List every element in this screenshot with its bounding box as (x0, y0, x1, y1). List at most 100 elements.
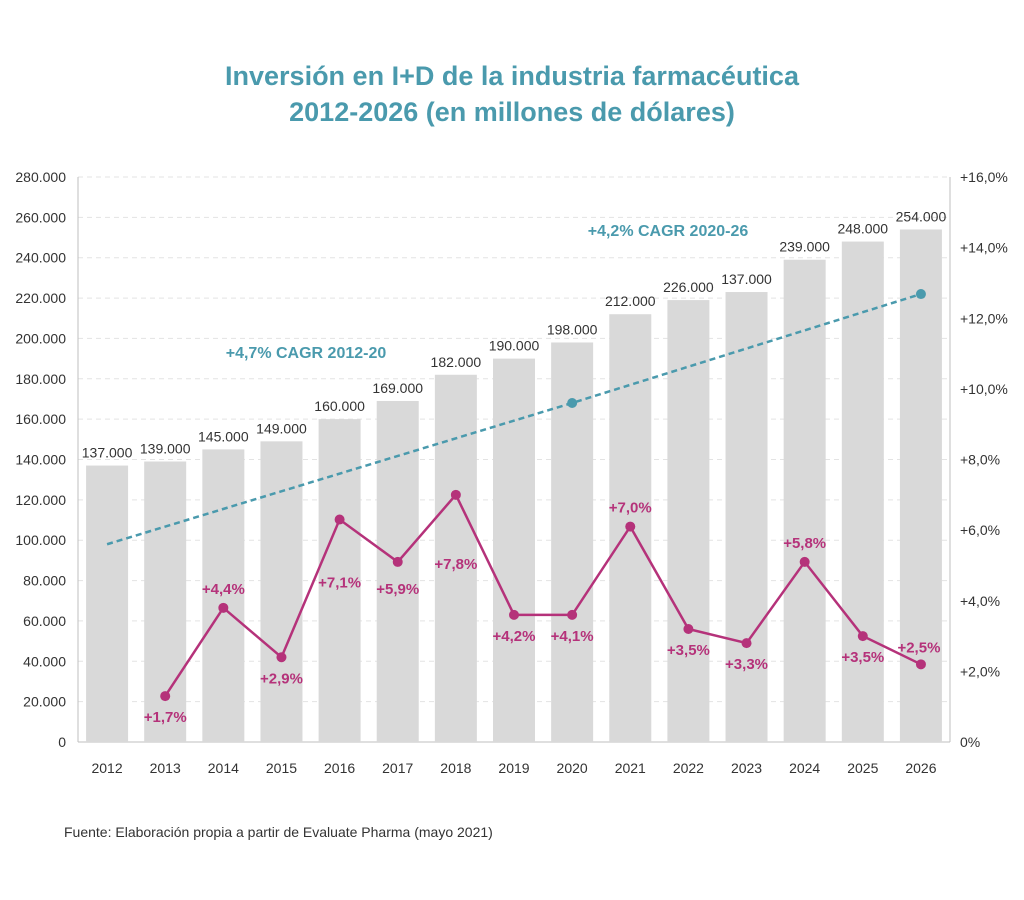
y-left-tick-label: 160.000 (15, 411, 66, 427)
y-left-tick-label: 280.000 (15, 169, 66, 185)
bar-value-label: 160.000 (314, 398, 365, 414)
y-right-tick-label: +8,0% (960, 452, 1000, 468)
growth-rate-point (683, 624, 694, 634)
growth-rate-label: +3,5% (667, 642, 710, 659)
x-tick-label: 2026 (905, 760, 936, 776)
bar-value-label: 169.000 (372, 380, 423, 396)
y-left-tick-label: 140.000 (15, 452, 66, 468)
bar (783, 259, 826, 742)
bar-value-label: 137.000 (721, 271, 772, 287)
bar-value-label: 137.000 (82, 445, 133, 461)
cagr-trend-point (915, 289, 926, 300)
growth-rate-label: +4,2% (493, 628, 536, 645)
growth-rate-point (799, 556, 810, 567)
chart-title-line-2: 2012-2026 (en millones de dólares) (289, 97, 735, 127)
y-left-tick-label: 100.000 (15, 532, 66, 548)
bar (86, 465, 129, 742)
bar (493, 358, 535, 742)
bar (667, 300, 710, 742)
source-note: Fuente: Elaboración propia a partir de E… (64, 824, 493, 840)
growth-rate-label: +3,3% (725, 656, 768, 673)
bar-value-label: 190.000 (489, 338, 540, 354)
growth-rate-point (276, 652, 287, 663)
y-right-tick-label: +4,0% (960, 593, 1000, 609)
growth-rate-point (625, 521, 636, 532)
growth-rate-label: +3,5% (841, 649, 884, 666)
bar-value-label: 182.000 (431, 354, 482, 370)
bar-value-label: 149.000 (256, 420, 307, 436)
bar (725, 292, 768, 742)
y-right-tick-label: +14,0% (960, 240, 1008, 256)
x-tick-label: 2019 (498, 760, 529, 776)
growth-rate-label: +5,9% (376, 581, 419, 598)
y-left-tick-label: 60.000 (23, 613, 66, 629)
growth-rate-point (160, 691, 171, 702)
x-tick-label: 2021 (615, 760, 646, 776)
bar (202, 449, 245, 742)
growth-rate-label: +7,8% (434, 556, 477, 573)
growth-rate-point (915, 659, 926, 670)
growth-rate-label: +1,7% (144, 709, 187, 726)
cagr-trend-point (567, 398, 578, 408)
y-left-tick-label: 20.000 (23, 694, 66, 710)
growth-rate-label: +7,0% (609, 500, 652, 517)
growth-rate-label: +4,1% (551, 628, 594, 645)
growth-rate-label: +7,1% (318, 575, 361, 592)
growth-rate-label: +5,8% (783, 535, 826, 552)
x-tick-label: 2023 (731, 760, 762, 776)
x-tick-label: 2015 (266, 760, 297, 776)
y-right-tick-label: +10,0% (960, 381, 1008, 397)
growth-rate-label: +4,4% (202, 581, 245, 598)
growth-rate-point (218, 602, 229, 613)
growth-rate-point (450, 489, 461, 500)
bar-value-label: 254.000 (896, 208, 947, 224)
y-left-tick-label: 120.000 (15, 492, 66, 508)
chart-title-line-1: Inversión en I+D de la industria farmacé… (225, 61, 799, 91)
y-left-tick-label: 220.000 (15, 290, 66, 306)
bar-value-label: 139.000 (140, 441, 191, 457)
x-tick-label: 2016 (324, 760, 355, 776)
bar (376, 400, 419, 742)
bar-value-label: 239.000 (779, 239, 830, 255)
x-tick-label: 2024 (789, 760, 820, 776)
y-right-tick-label: +6,0% (960, 522, 1000, 538)
bar (551, 342, 594, 742)
x-tick-label: 2025 (847, 760, 878, 776)
y-left-tick-label: 180.000 (15, 371, 66, 387)
y-left-tick-label: 260.000 (15, 209, 66, 225)
y-left-tick-label: 0 (58, 734, 66, 750)
chart-title: Inversión en I+D de la industria farmacé… (0, 58, 1024, 130)
growth-rate-label: +2,5% (897, 639, 940, 656)
bar-value-label: 145.000 (198, 428, 249, 444)
growth-rate-point (741, 638, 752, 649)
y-right-tick-label: +16,0% (960, 169, 1008, 185)
bar (841, 241, 884, 743)
x-tick-label: 2017 (382, 760, 413, 776)
bar (434, 374, 477, 742)
growth-rate-label: +2,9% (260, 670, 303, 687)
bar-value-label: 198.000 (547, 321, 598, 337)
growth-rate-point (857, 631, 868, 642)
x-tick-label: 2022 (673, 760, 704, 776)
growth-rate-point (509, 609, 519, 620)
growth-rate-line (164, 492, 922, 697)
cagr-trend-line (106, 292, 922, 546)
bar (260, 441, 303, 742)
y-left-tick-label: 80.000 (23, 573, 66, 589)
y-left-tick-label: 240.000 (15, 250, 66, 266)
x-tick-label: 2012 (91, 760, 122, 776)
x-tick-label: 2014 (208, 760, 239, 776)
bar-value-label: 248.000 (837, 221, 888, 237)
y-right-tick-label: +2,0% (960, 663, 1000, 679)
bar-value-label: 226.000 (663, 279, 714, 295)
y-left-tick-label: 200.000 (15, 330, 66, 346)
y-right-tick-label: 0% (960, 734, 980, 750)
x-tick-label: 2020 (557, 760, 588, 776)
y-right-tick-label: +12,0% (960, 310, 1008, 326)
growth-rate-point (334, 514, 345, 525)
bar-value-label: 212.000 (605, 293, 656, 309)
x-tick-label: 2013 (150, 760, 181, 776)
cagr-annotation-2012-20: +4,7% CAGR 2012-20 (226, 345, 387, 362)
